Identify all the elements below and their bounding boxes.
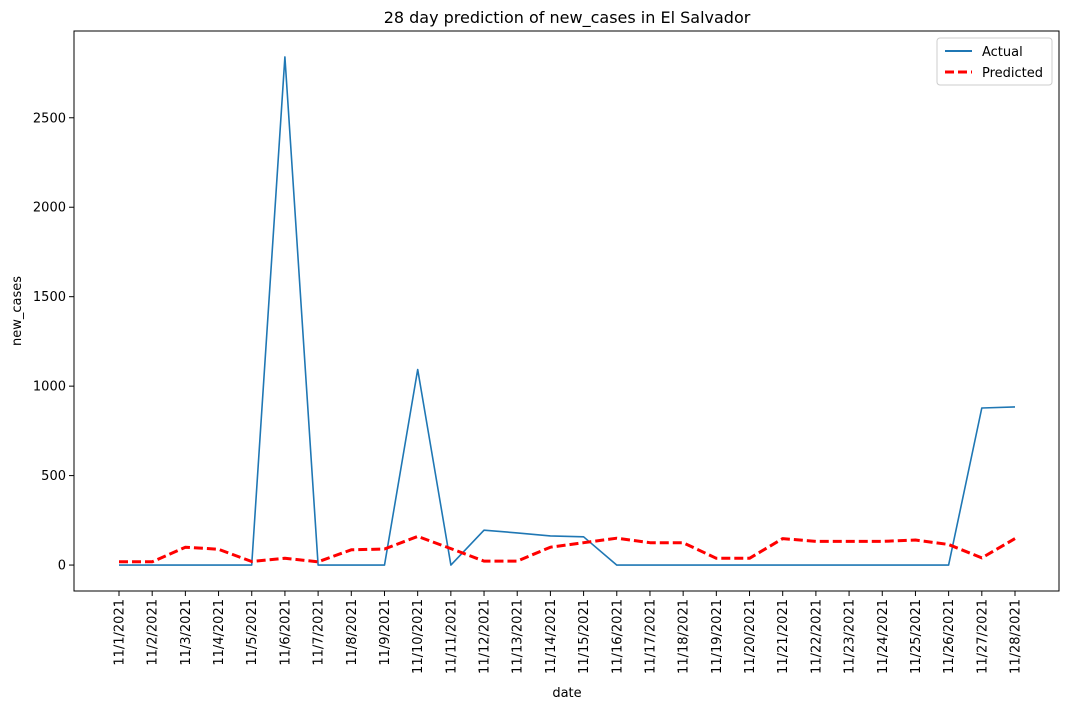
x-tick-label: 11/23/2021	[843, 599, 858, 674]
series-layer	[119, 56, 1016, 566]
legend-predicted-label: Predicted	[982, 66, 1043, 81]
x-tick-label: 11/2/2021	[146, 599, 161, 666]
series-line-predicted	[119, 534, 1016, 564]
x-axis: 11/1/2021 11/2/2021 11/3/2021 11/4/2021 11/5…	[113, 591, 1024, 674]
x-tick-label: 11/11/2021	[444, 599, 459, 674]
x-tick-label: 11/3/2021	[179, 599, 194, 666]
x-tick-label: 11/25/2021	[909, 599, 924, 674]
x-tick-label: 11/8/2021	[345, 599, 360, 666]
x-tick-label: 11/16/2021	[610, 599, 625, 674]
x-tick-label: 11/1/2021	[113, 599, 128, 666]
x-tick-label: 11/20/2021	[743, 599, 758, 674]
x-tick-label: 11/9/2021	[378, 599, 393, 666]
x-tick-label: 11/4/2021	[212, 599, 227, 666]
x-tick-label: 11/12/2021	[478, 599, 493, 674]
legend-actual-label: Actual	[982, 45, 1023, 60]
x-tick-label: 11/18/2021	[677, 599, 692, 674]
x-axis-title: date	[552, 686, 581, 701]
x-tick-label: 11/5/2021	[245, 599, 260, 666]
chart-title: 28 day prediction of new_cases in El Sal…	[384, 8, 751, 28]
x-tick-label: 11/28/2021	[1009, 599, 1024, 674]
y-axis-title: new_cases	[10, 276, 25, 346]
x-tick-label: 11/19/2021	[710, 599, 725, 674]
x-tick-label: 11/13/2021	[511, 599, 526, 674]
x-tick-label: 11/15/2021	[577, 599, 592, 674]
x-tick-label: 11/6/2021	[278, 599, 293, 666]
x-tick-label: 11/21/2021	[776, 599, 791, 674]
x-tick-label: 11/14/2021	[544, 599, 559, 674]
x-tick-label: 11/27/2021	[975, 599, 990, 674]
plot-area	[73, 30, 1060, 592]
series-line-actual	[119, 56, 1016, 566]
y-axis: 0 500 1000 1500 2000 2500	[33, 111, 74, 574]
y-tick-label: 0	[58, 559, 66, 574]
x-tick-label: 11/7/2021	[312, 599, 327, 666]
y-tick-label: 500	[41, 469, 66, 484]
x-tick-label: 11/26/2021	[942, 599, 957, 674]
legend: Actual Predicted	[936, 37, 1053, 86]
y-tick-label: 1500	[33, 290, 66, 305]
y-tick-label: 2000	[33, 201, 66, 216]
x-tick-label: 11/10/2021	[411, 599, 426, 674]
x-tick-label: 11/22/2021	[809, 599, 824, 674]
y-tick-label: 1000	[33, 380, 66, 395]
x-tick-label: 11/24/2021	[876, 599, 891, 674]
y-tick-label: 2500	[33, 111, 66, 126]
x-tick-label: 11/17/2021	[643, 599, 658, 674]
